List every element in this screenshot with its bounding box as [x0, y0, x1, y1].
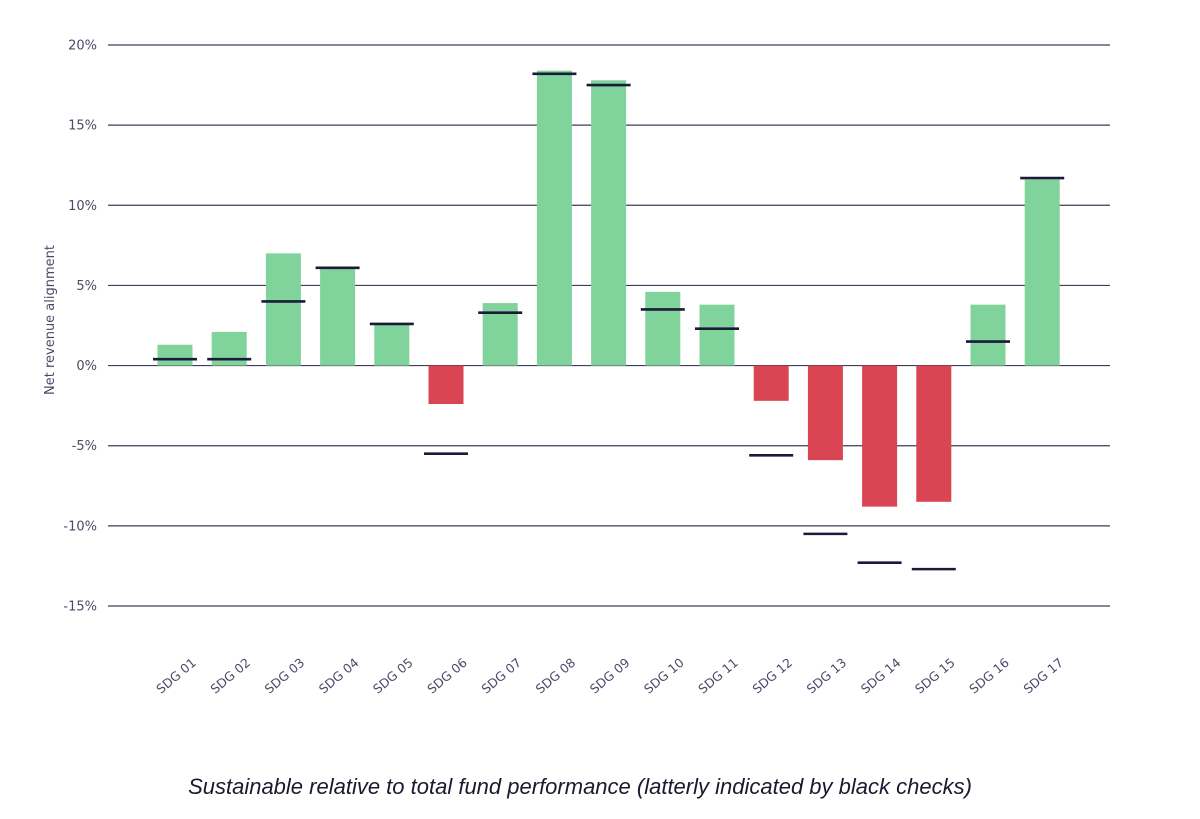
x-tick-label: SDG 08 — [533, 655, 579, 697]
bar-sdg-15 — [916, 365, 952, 502]
y-tick-label: 20% — [68, 39, 97, 54]
x-tick-label: SDG 16 — [966, 655, 1012, 697]
y-tick-label: 10% — [68, 199, 97, 214]
x-axis-ticks: SDG 01 SDG 02 SDG 03 SDG 04 SDG 05 SDG 06 SDG … — [153, 655, 1066, 697]
x-tick-label: SDG 17 — [1020, 655, 1066, 697]
bar-sdg-10 — [645, 291, 681, 366]
x-tick-label: SDG 15 — [912, 655, 958, 697]
bar-sdg-13 — [807, 365, 843, 461]
x-tick-label: SDG 03 — [262, 655, 308, 697]
chart-caption: Sustainable relative to total fund perfo… — [188, 774, 972, 799]
x-tick-label: SDG 02 — [207, 655, 253, 697]
x-tick-label: SDG 07 — [478, 655, 524, 697]
x-tick-label: SDG 13 — [804, 655, 850, 697]
x-tick-label: SDG 01 — [153, 655, 199, 697]
x-tick-label: SDG 10 — [641, 655, 687, 697]
x-tick-label: SDG 14 — [858, 655, 904, 697]
bar-sdg-06 — [428, 365, 464, 405]
y-tick-label: -15% — [63, 600, 97, 615]
x-tick-label: SDG 04 — [316, 655, 362, 697]
y-axis-label: Net revenue alignment — [43, 245, 58, 395]
y-tick-label: 0% — [76, 359, 97, 374]
bar-sdg-01 — [157, 344, 193, 366]
bar-sdg-08 — [536, 70, 572, 366]
x-tick-label: SDG 06 — [424, 655, 470, 697]
y-tick-label: 5% — [76, 279, 97, 294]
x-tick-label: SDG 09 — [587, 655, 633, 697]
bar-sdg-14 — [862, 365, 898, 507]
bar-sdg-11 — [699, 304, 735, 366]
bar-sdg-12 — [753, 365, 789, 401]
x-tick-label: SDG 05 — [370, 655, 416, 697]
y-axis-ticks: 20% 15% 10% 5% 0% -5% -10% -15% — [63, 39, 97, 615]
y-tick-label: 15% — [68, 119, 97, 134]
bars — [157, 70, 1060, 507]
bar-sdg-16 — [970, 304, 1006, 366]
y-tick-label: -10% — [63, 519, 97, 534]
bar-sdg-02 — [211, 331, 247, 366]
bar-sdg-05 — [374, 323, 410, 366]
x-tick-label: SDG 12 — [749, 655, 795, 697]
x-tick-label: SDG 11 — [695, 655, 741, 697]
bar-sdg-09 — [591, 80, 627, 366]
bar-sdg-17 — [1024, 179, 1060, 366]
y-tick-label: -5% — [72, 439, 97, 454]
bar-sdg-04 — [320, 267, 356, 366]
bar-sdg-03 — [265, 253, 301, 366]
check-markers — [153, 72, 1065, 571]
